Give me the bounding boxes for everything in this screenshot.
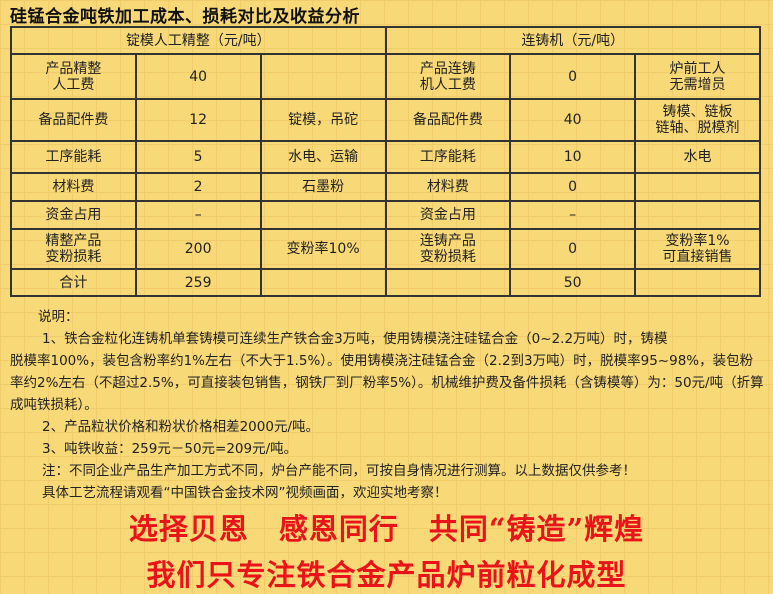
cell-r-val: 50 — [509, 268, 636, 297]
table-header-row: 锭模人工精整（元/吨） 连铸机（元/吨） — [10, 26, 762, 55]
cell-r-item — [384, 268, 512, 297]
cell-r-note — [633, 200, 762, 230]
cell-r-val: 40 — [509, 98, 636, 142]
cell-l-item: 资金占用 — [10, 200, 137, 230]
cell-l-note: 变粉率10% — [259, 228, 387, 270]
cell-l-item: 产品精整 人工费 — [10, 53, 137, 100]
cell-l-note: 锭模，吊砣 — [259, 98, 387, 142]
cell-r-item: 产品连铸 机人工费 — [384, 53, 512, 100]
cell-l-val: 5 — [134, 140, 262, 174]
cell-r-note: 变粉率1% 可直接销售 — [633, 228, 762, 270]
table-row: 备品配件费 12 锭模，吊砣 备品配件费 40 铸模、链板 链轴、脱模剂 — [10, 98, 762, 142]
cell-r-val: 10 — [509, 140, 636, 174]
cell-r-note: 水电 — [633, 140, 762, 174]
note-4: 注：不同企业产品生产加工方式不同，炉台产能不同，可按自身情况进行测算。以上数据仅… — [42, 463, 636, 479]
left-header: 锭模人工精整（元/吨） — [10, 26, 387, 55]
note-3: 3、吨铁收益：259元－50元=209元/吨。 — [42, 441, 298, 457]
cell-r-val: 0 — [509, 53, 636, 100]
note-2: 2、产品粒状价格和粉状价格相差2000元/吨。 — [42, 419, 319, 435]
table-row: 材料费 2 石墨粉 材料费 0 — [10, 172, 762, 202]
notes: 说明： 1、铁合金粒化连铸机单套铸模可连续生产铁合金3万吨，使用铸模浇注硅锰合金… — [10, 306, 765, 504]
cell-r-item: 连铸产品 变粉损耗 — [384, 228, 512, 270]
cell-l-item: 精整产品 变粉损耗 — [10, 228, 137, 270]
cell-l-note — [259, 268, 387, 297]
right-header: 连铸机（元/吨） — [384, 26, 762, 55]
cell-r-note — [633, 172, 762, 202]
table-row: 工序能耗 5 水电、运输 工序能耗 10 水电 — [10, 140, 762, 174]
cell-l-note: 石墨粉 — [259, 172, 387, 202]
cell-l-item: 材料费 — [10, 172, 137, 202]
cell-l-item: 工序能耗 — [10, 140, 137, 174]
cell-l-note — [259, 53, 387, 100]
note-1-first: 1、铁合金粒化连铸机单套铸模可连续生产铁合金3万吨，使用铸模浇注硅锰合金（0~2… — [42, 331, 668, 347]
cell-r-item: 材料费 — [384, 172, 512, 202]
cell-r-item: 备品配件费 — [384, 98, 512, 142]
cost-comparison-table: 锭模人工精整（元/吨） 连铸机（元/吨） 产品精整 人工费 40 产品连铸 机人工费… — [10, 26, 762, 297]
cell-l-item: 备品配件费 — [10, 98, 137, 142]
cell-l-val: 12 — [134, 98, 262, 142]
cell-r-note: 炉前工人 无需增员 — [633, 53, 762, 100]
note-1-rest: 脱模率100%，装包含粉率约1%左右（不大于1.5%）。使用铸模浇注硅锰合金（2… — [10, 353, 764, 413]
table-row: 合计 259 50 — [10, 268, 762, 297]
cell-r-val: 0 — [509, 172, 636, 202]
cell-l-note — [259, 200, 387, 230]
note-5: 具体工艺流程请观看“中国铁合金技术网”视频画面，欢迎实地考察！ — [42, 485, 448, 501]
cell-l-val: 259 — [134, 268, 262, 297]
cell-r-item: 资金占用 — [384, 200, 512, 230]
cell-r-val: 0 — [509, 228, 636, 270]
notes-heading: 说明： — [38, 309, 79, 325]
cell-l-val: 200 — [134, 228, 262, 270]
cell-l-val: – — [134, 200, 262, 230]
cell-l-note: 水电、运输 — [259, 140, 387, 174]
slogan-1: 选择贝恩 感恩同行 共同“铸造”辉煌 — [128, 512, 645, 546]
table-row: 精整产品 变粉损耗 200 变粉率10% 连铸产品 变粉损耗 0 变粉率1% 可直接销售 — [10, 228, 762, 270]
table-row: 产品精整 人工费 40 产品连铸 机人工费 0 炉前工人 无需增员 — [10, 53, 762, 100]
cell-r-val: – — [509, 200, 636, 230]
cell-l-val: 2 — [134, 172, 262, 202]
cell-l-item: 合计 — [10, 268, 137, 297]
cell-l-val: 40 — [134, 53, 262, 100]
cell-r-item: 工序能耗 — [384, 140, 512, 174]
page-title: 硅锰合金吨铁加工成本、损耗对比及收益分析 — [10, 7, 360, 27]
cell-r-note — [633, 268, 762, 297]
table-row: 资金占用 – 资金占用 – — [10, 200, 762, 230]
cell-r-note: 铸模、链板 链轴、脱模剂 — [633, 98, 762, 142]
slogan-2: 我们只专注铁合金产品炉前粒化成型 — [146, 558, 627, 592]
